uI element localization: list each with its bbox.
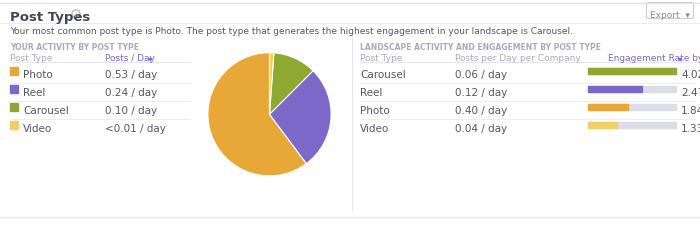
Text: Engagement Rate by Follower: Engagement Rate by Follower <box>608 54 700 63</box>
Text: LANDSCAPE ACTIVITY AND ENGAGEMENT BY POST TYPE: LANDSCAPE ACTIVITY AND ENGAGEMENT BY POS… <box>360 43 601 52</box>
Text: ▾: ▾ <box>148 54 153 63</box>
Text: Video: Video <box>360 124 389 133</box>
Text: Photo: Photo <box>23 70 52 80</box>
Text: Reel: Reel <box>360 88 382 98</box>
Bar <box>588 105 676 110</box>
Bar <box>10 122 18 129</box>
Text: 0.40 / day: 0.40 / day <box>455 106 507 115</box>
Text: 0.53 / day: 0.53 / day <box>105 70 158 80</box>
Text: Post Type: Post Type <box>360 54 402 63</box>
Text: 1.84%: 1.84% <box>681 106 700 115</box>
Bar <box>588 87 676 93</box>
Text: Carousel: Carousel <box>360 70 406 80</box>
Text: Posts / Day: Posts / Day <box>105 54 155 63</box>
Bar <box>588 122 676 128</box>
Text: 0.12 / day: 0.12 / day <box>455 88 508 98</box>
Bar <box>588 122 617 128</box>
Bar <box>10 68 18 76</box>
Text: Post Types: Post Types <box>10 11 90 24</box>
Wedge shape <box>208 53 307 176</box>
FancyBboxPatch shape <box>647 3 694 19</box>
Bar <box>588 105 629 110</box>
Bar <box>588 87 642 93</box>
Wedge shape <box>270 71 331 164</box>
Text: 2.47%: 2.47% <box>681 88 700 98</box>
Text: i: i <box>75 12 77 18</box>
Bar <box>10 104 18 112</box>
Wedge shape <box>270 54 313 115</box>
Text: 1.33%: 1.33% <box>681 124 700 133</box>
Wedge shape <box>270 53 274 115</box>
Text: Export  ▾: Export ▾ <box>650 10 690 19</box>
Text: 0.24 / day: 0.24 / day <box>105 88 158 98</box>
Bar <box>588 69 676 75</box>
Text: Video: Video <box>23 124 52 133</box>
Text: Carousel: Carousel <box>23 106 69 115</box>
Text: YOUR ACTIVITY BY POST TYPE: YOUR ACTIVITY BY POST TYPE <box>10 43 139 52</box>
Text: ▾: ▾ <box>678 54 682 63</box>
Text: <0.01 / day: <0.01 / day <box>105 124 166 133</box>
Text: Post Type: Post Type <box>10 54 52 63</box>
Text: 4.02%: 4.02% <box>681 70 700 80</box>
Text: Your most common post type is Photo. The post type that generates the highest en: Your most common post type is Photo. The… <box>10 27 573 36</box>
Bar <box>10 86 18 94</box>
Text: Posts per Day per Company: Posts per Day per Company <box>455 54 581 63</box>
Text: 0.06 / day: 0.06 / day <box>455 70 507 80</box>
Text: 0.04 / day: 0.04 / day <box>455 124 507 133</box>
Bar <box>588 69 676 75</box>
Text: Photo: Photo <box>360 106 390 115</box>
Text: Reel: Reel <box>23 88 46 98</box>
Text: 0.10 / day: 0.10 / day <box>105 106 157 115</box>
